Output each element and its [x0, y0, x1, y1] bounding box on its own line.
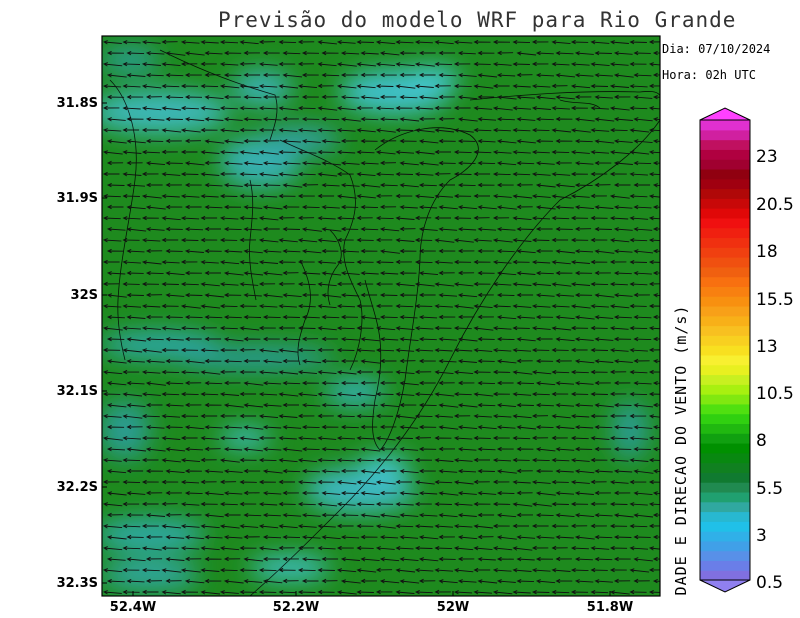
lat-label-31-9: 31.9S — [0, 191, 98, 206]
colorbar-swatch — [700, 472, 750, 482]
wind-arrow — [654, 535, 670, 539]
wind-arrow — [654, 513, 670, 517]
colorbar-swatch — [700, 208, 750, 218]
colorbar-swatch — [700, 306, 750, 316]
colorbar-label-0-5: 0.5 — [756, 573, 783, 593]
colorbar-label-8: 8 — [756, 431, 767, 451]
colorbar-swatch — [700, 130, 750, 140]
colorbar-label-3: 3 — [756, 526, 767, 546]
lon-label-52-0: 52W — [423, 600, 483, 615]
colorbar-swatch — [700, 326, 750, 336]
wind-arrow — [654, 337, 670, 340]
colorbar-label-20-5: 20.5 — [756, 195, 794, 215]
colorbar-swatch — [700, 169, 750, 179]
colorbar-label-13: 13 — [756, 337, 778, 357]
colorbar-swatch — [700, 404, 750, 414]
wind-arrow — [654, 448, 672, 452]
colorbar-swatch — [700, 423, 750, 433]
colorbar-swatch — [700, 286, 750, 296]
lon-label-51-8: 51.8W — [580, 600, 640, 615]
colorbar-swatch — [700, 365, 750, 375]
wind-arrow — [654, 360, 671, 364]
colorbar-swatch — [700, 316, 750, 326]
lat-label-32-2: 32.2S — [0, 480, 98, 495]
colorbar-swatch — [700, 228, 750, 238]
wind-arrow — [654, 161, 670, 164]
colorbar-swatch — [700, 374, 750, 384]
wind-arrow — [654, 227, 670, 230]
wind-arrow — [654, 140, 671, 144]
colorbar-swatch — [700, 384, 750, 394]
colorbar-swatch — [700, 267, 750, 277]
colorbar-swatch — [700, 551, 750, 561]
colorbar-top-cap — [700, 108, 750, 120]
colorbar-label-5-5: 5.5 — [756, 479, 783, 499]
wind-arrow — [654, 271, 670, 275]
colorbar-swatch — [700, 277, 750, 287]
lat-label-31-8: 31.8S — [0, 96, 98, 111]
lat-label-32-3: 32.3S — [0, 576, 98, 591]
colorbar-swatch — [700, 296, 750, 306]
wind-arrow — [654, 492, 672, 496]
colorbar-swatch — [700, 335, 750, 345]
lon-label-52-2: 52.2W — [266, 600, 326, 615]
colorbar-swatch — [700, 541, 750, 551]
colorbar-swatch — [700, 189, 750, 199]
colorbar-swatch — [700, 433, 750, 443]
colorbar-swatch — [700, 414, 750, 424]
lon-label-52-4: 52.4W — [103, 600, 163, 615]
wind-arrow — [654, 73, 669, 77]
colorbar-swatch — [700, 159, 750, 169]
colorbar-swatch — [700, 179, 750, 189]
colorbar-swatch — [700, 560, 750, 570]
colorbar-swatch — [700, 570, 750, 580]
colorbar-swatch — [700, 453, 750, 463]
wind-arrow — [654, 118, 672, 122]
wind-arrow — [654, 51, 670, 55]
colorbar-swatch — [700, 531, 750, 541]
colorbar-swatch — [700, 198, 750, 208]
colorbar-swatch — [700, 149, 750, 159]
colorbar-label-15-5: 15.5 — [756, 290, 794, 310]
colorbar-swatch — [700, 463, 750, 473]
colorbar-bottom-cap — [700, 580, 750, 592]
wind-arrow — [654, 381, 671, 385]
colorbar-swatch — [700, 521, 750, 531]
colorbar-swatch — [700, 345, 750, 355]
wind-arrow — [654, 557, 670, 561]
wind-arrow — [654, 470, 672, 474]
wind-arrow — [654, 95, 671, 99]
wind-arrow — [654, 294, 672, 298]
colorbar-label-10-5: 10.5 — [756, 384, 794, 404]
colorbar-swatch — [700, 120, 750, 130]
colorbar-swatch — [700, 237, 750, 247]
colorbar-swatch — [700, 511, 750, 521]
colorbar-label-18: 18 — [756, 242, 778, 262]
wind-arrow — [654, 579, 671, 583]
colorbar-swatch — [700, 218, 750, 228]
colorbar — [700, 108, 750, 592]
colorbar-swatch — [700, 394, 750, 404]
lat-label-32-1: 32.1S — [0, 384, 98, 399]
colorbar-swatch — [700, 355, 750, 365]
colorbar-swatch — [700, 443, 750, 453]
wind-arrow — [654, 315, 670, 319]
colorbar-swatch — [700, 257, 750, 267]
wind-arrow — [654, 249, 671, 253]
wind-arrow — [654, 184, 672, 188]
wind-arrow — [654, 403, 670, 407]
colorbar-swatch — [700, 492, 750, 502]
wind-arrow — [654, 426, 672, 429]
colorbar-title: DADE E DIRECAO DO VENTO (m/s) — [672, 290, 690, 610]
colorbar-swatch — [700, 482, 750, 492]
colorbar-swatch — [700, 502, 750, 512]
wind-arrow — [654, 205, 671, 209]
lat-label-32-0: 32S — [0, 288, 98, 303]
colorbar-label-23: 23 — [756, 147, 778, 167]
colorbar-swatch — [700, 247, 750, 257]
colorbar-swatch — [700, 140, 750, 150]
